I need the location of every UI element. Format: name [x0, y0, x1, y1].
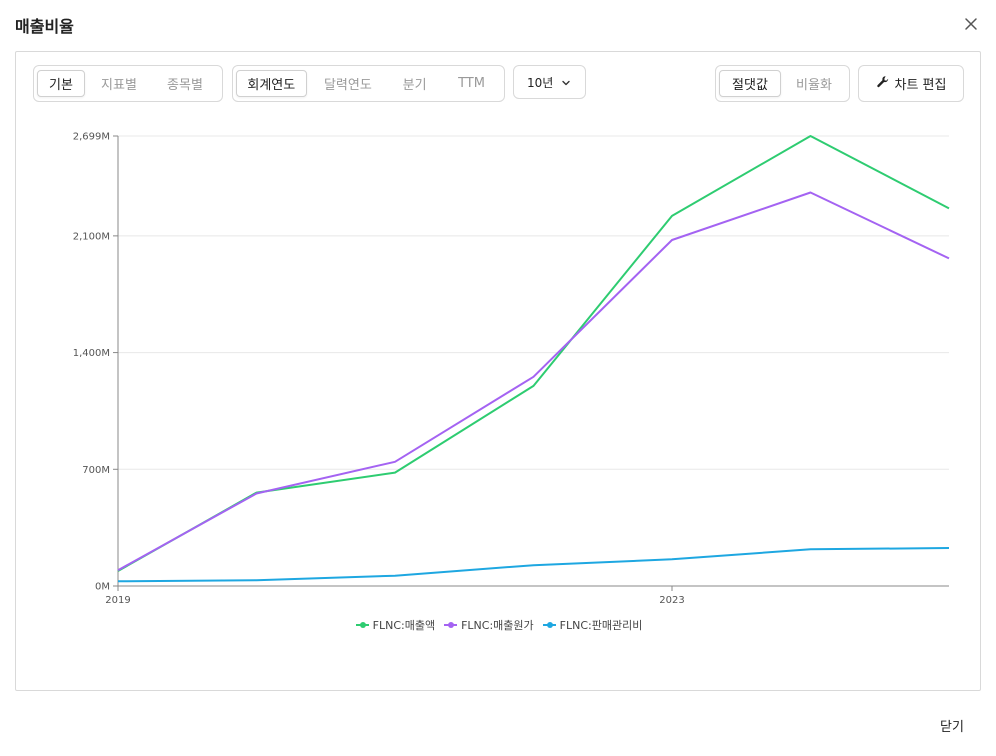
view-option-basic[interactable]: 기본: [37, 70, 85, 97]
y-tick-label: 700M: [82, 465, 110, 476]
view-option-by-stock[interactable]: 종목별: [167, 78, 203, 93]
y-tick-label: 1,400M: [73, 348, 110, 359]
legend-label: FLNC:판매관리비: [559, 619, 643, 632]
legend-item[interactable]: FLNC:매출액: [355, 617, 436, 633]
period-option-ttm[interactable]: TTM: [458, 76, 485, 91]
legend-label: FLNC:매출원가: [461, 619, 534, 632]
x-tick-label: 2019: [105, 595, 130, 606]
view-option-by-metric[interactable]: 지표별: [101, 78, 137, 93]
edit-chart-label: 차트 편집: [894, 78, 947, 93]
line-chart: 0M 700M 1,400M 2,100M 2,699M 2019 2023: [73, 132, 950, 606]
value-mode-group: 절댓값 비율화: [715, 65, 850, 102]
legend-item[interactable]: FLNC:판매관리비: [542, 617, 643, 633]
legend-label: FLNC:매출액: [372, 619, 436, 632]
view-mode-group: 기본 지표별 종목별: [33, 65, 223, 102]
period-group: 회계연도 달력연도 분기 TTM: [232, 65, 505, 102]
close-button[interactable]: 닫기: [940, 720, 964, 735]
legend-swatch: [444, 621, 458, 629]
legend-item[interactable]: FLNC:매출원가: [444, 617, 534, 633]
chart-legend: FLNC:매출액 FLNC:매출원가 FLNC:판매관리비: [16, 617, 982, 633]
close-icon[interactable]: [962, 15, 980, 33]
period-option-calendar-year[interactable]: 달력연도: [323, 78, 372, 93]
legend-swatch: [542, 621, 556, 629]
y-tick-label: 2,100M: [73, 231, 110, 242]
period-option-quarter[interactable]: 분기: [402, 78, 427, 93]
series-line: [117, 547, 950, 583]
chevron-down-icon: [561, 77, 571, 91]
y-tick-label: 2,699M: [73, 132, 110, 143]
range-select[interactable]: 10년: [513, 65, 586, 99]
dialog-title: 매출비율: [15, 17, 74, 36]
legend-swatch: [355, 621, 369, 629]
chart-panel: 기본 지표별 종목별 회계연도 달력연도 분기 TTM 10년 절댓값 비율화 …: [15, 51, 981, 691]
period-option-fiscal-year[interactable]: 회계연도: [236, 70, 307, 97]
value-mode-absolute[interactable]: 절댓값: [719, 70, 781, 97]
wrench-icon: [876, 75, 890, 93]
x-tick-label: 2023: [659, 595, 684, 606]
series-line: [117, 135, 950, 572]
series-line: [117, 191, 950, 572]
edit-chart-button[interactable]: 차트 편집: [858, 65, 964, 102]
y-tick-label: 0M: [95, 582, 110, 593]
range-select-value: 10년: [527, 75, 554, 90]
value-mode-ratio[interactable]: 비율화: [796, 78, 832, 93]
